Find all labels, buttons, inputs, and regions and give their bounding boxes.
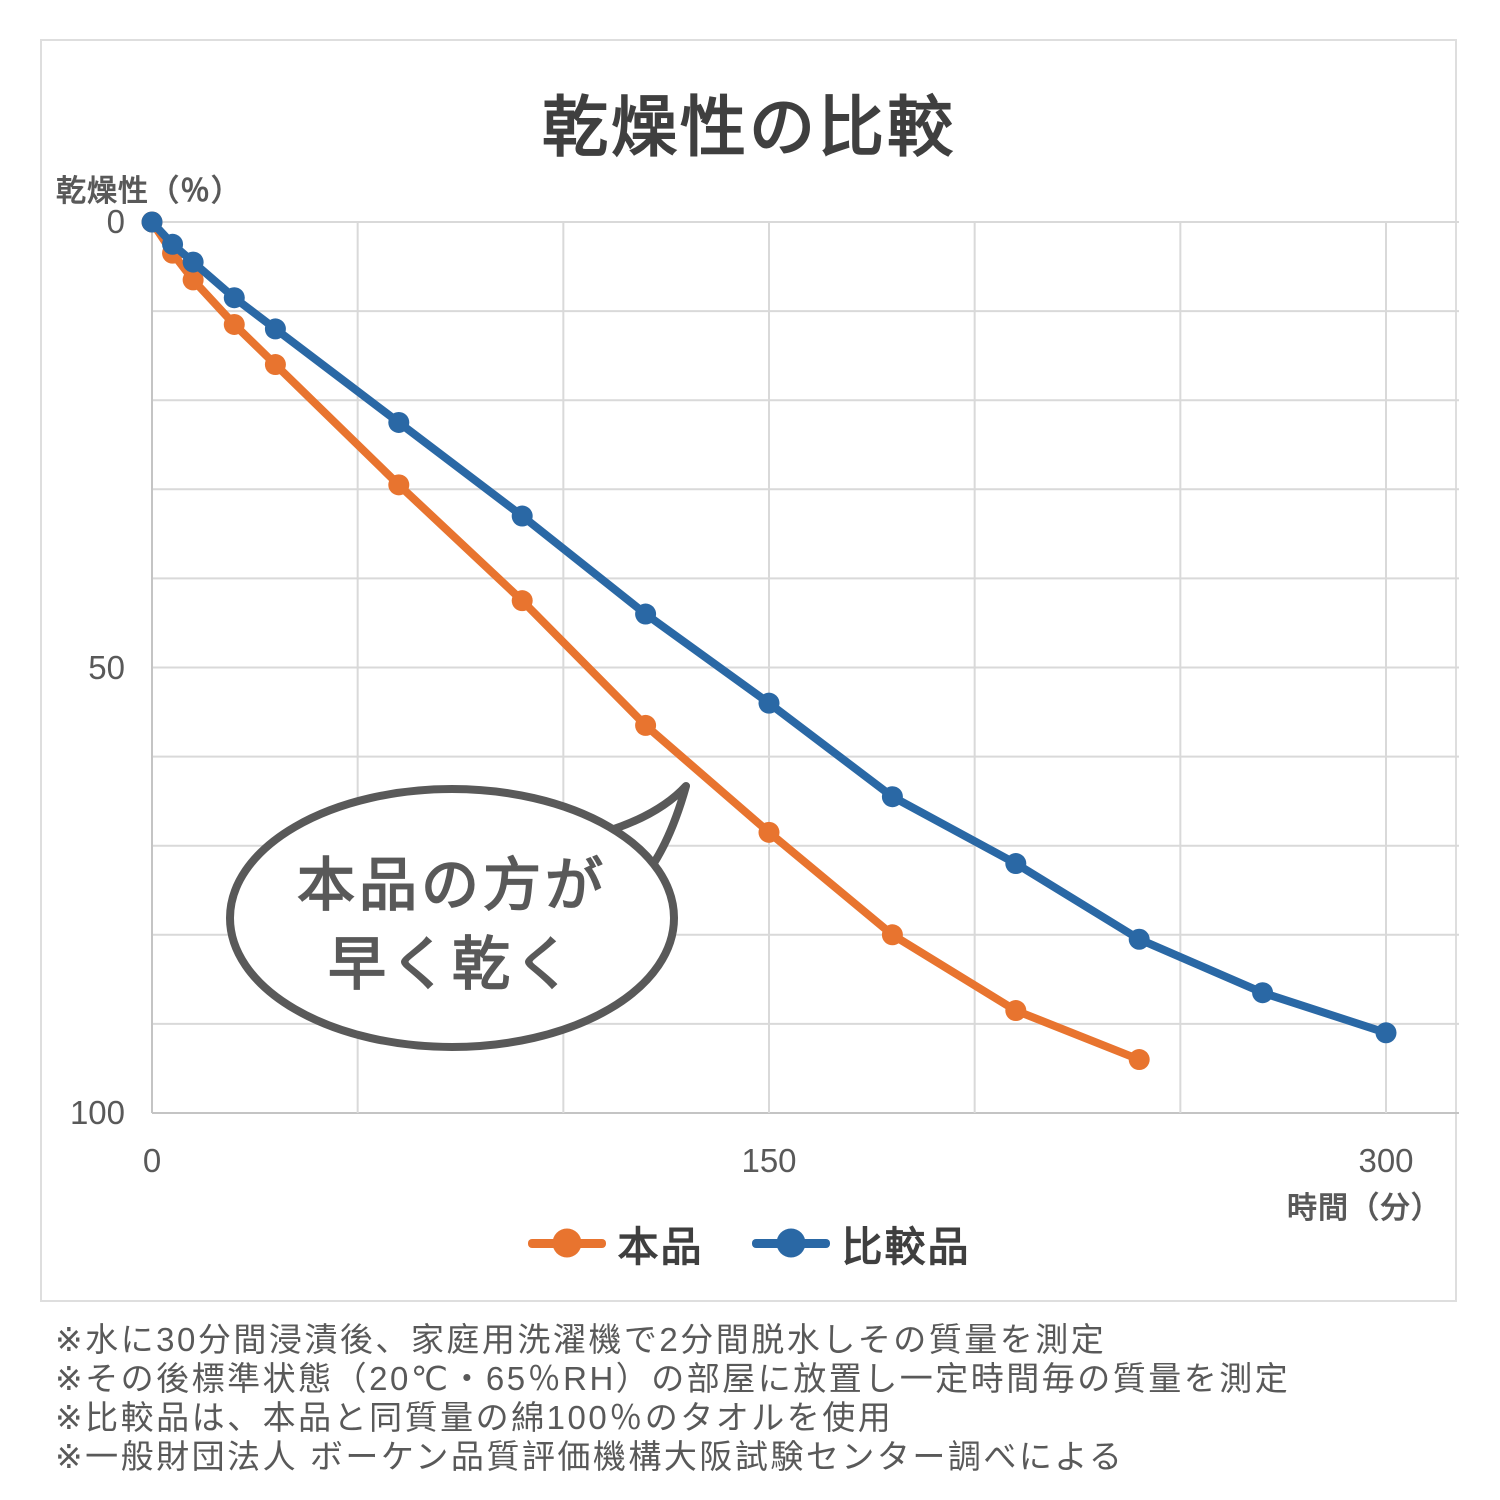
legend-dot: [552, 1228, 581, 1258]
footnote-2: ※その後標準状態（20℃・65％RH）の部屋に放置し一定時間毎の質量を測定: [55, 1360, 1291, 1397]
y-tick-label: 100: [69, 1094, 125, 1131]
y-tick-label: 50: [88, 648, 125, 686]
y-tick-label: 0: [106, 203, 125, 240]
y-axis-label: 乾燥性（％）: [56, 175, 242, 208]
legend-label: 本品: [617, 1224, 704, 1270]
chart-frame: [40, 39, 1457, 1302]
speech-bubble-text: 本品の方が 早く乾く: [222, 846, 682, 1004]
legend-item-比較品: 比較品: [751, 1213, 971, 1273]
x-tick-label: 300: [1358, 1142, 1414, 1179]
x-axis-label: 時間（分）: [1287, 1192, 1442, 1225]
legend-item-本品: 本品: [527, 1213, 704, 1273]
footnote-4: ※一般財団法人 ボーケン品質評価機構大阪試験センター調べによる: [55, 1438, 1125, 1475]
legend-line-marker-swatch: [527, 1228, 606, 1258]
chart-title: 乾燥性の比較: [542, 90, 956, 164]
legend-label: 比較品: [841, 1224, 971, 1270]
x-tick-label: 150: [741, 1142, 797, 1179]
chart-legend: 本品 比較品: [40, 1215, 1458, 1271]
footnote-3: ※比較品は、本品と同質量の綿100％のタオルを使用: [55, 1399, 894, 1436]
footnote-1: ※水に30分間浸漬後、家庭用洗濯機で2分間脱水しその質量を測定: [55, 1321, 1107, 1358]
speech-bubble-line1: 本品の方が: [296, 853, 607, 918]
footnotes: ※水に30分間浸漬後、家庭用洗濯機で2分間脱水しその質量を測定 ※その後標準状態…: [55, 1320, 1475, 1476]
x-tick-label: 0: [142, 1142, 162, 1179]
legend-line-marker-swatch: [751, 1228, 830, 1258]
legend-dot: [776, 1228, 805, 1258]
speech-bubble-line2: 早く乾く: [327, 932, 576, 997]
